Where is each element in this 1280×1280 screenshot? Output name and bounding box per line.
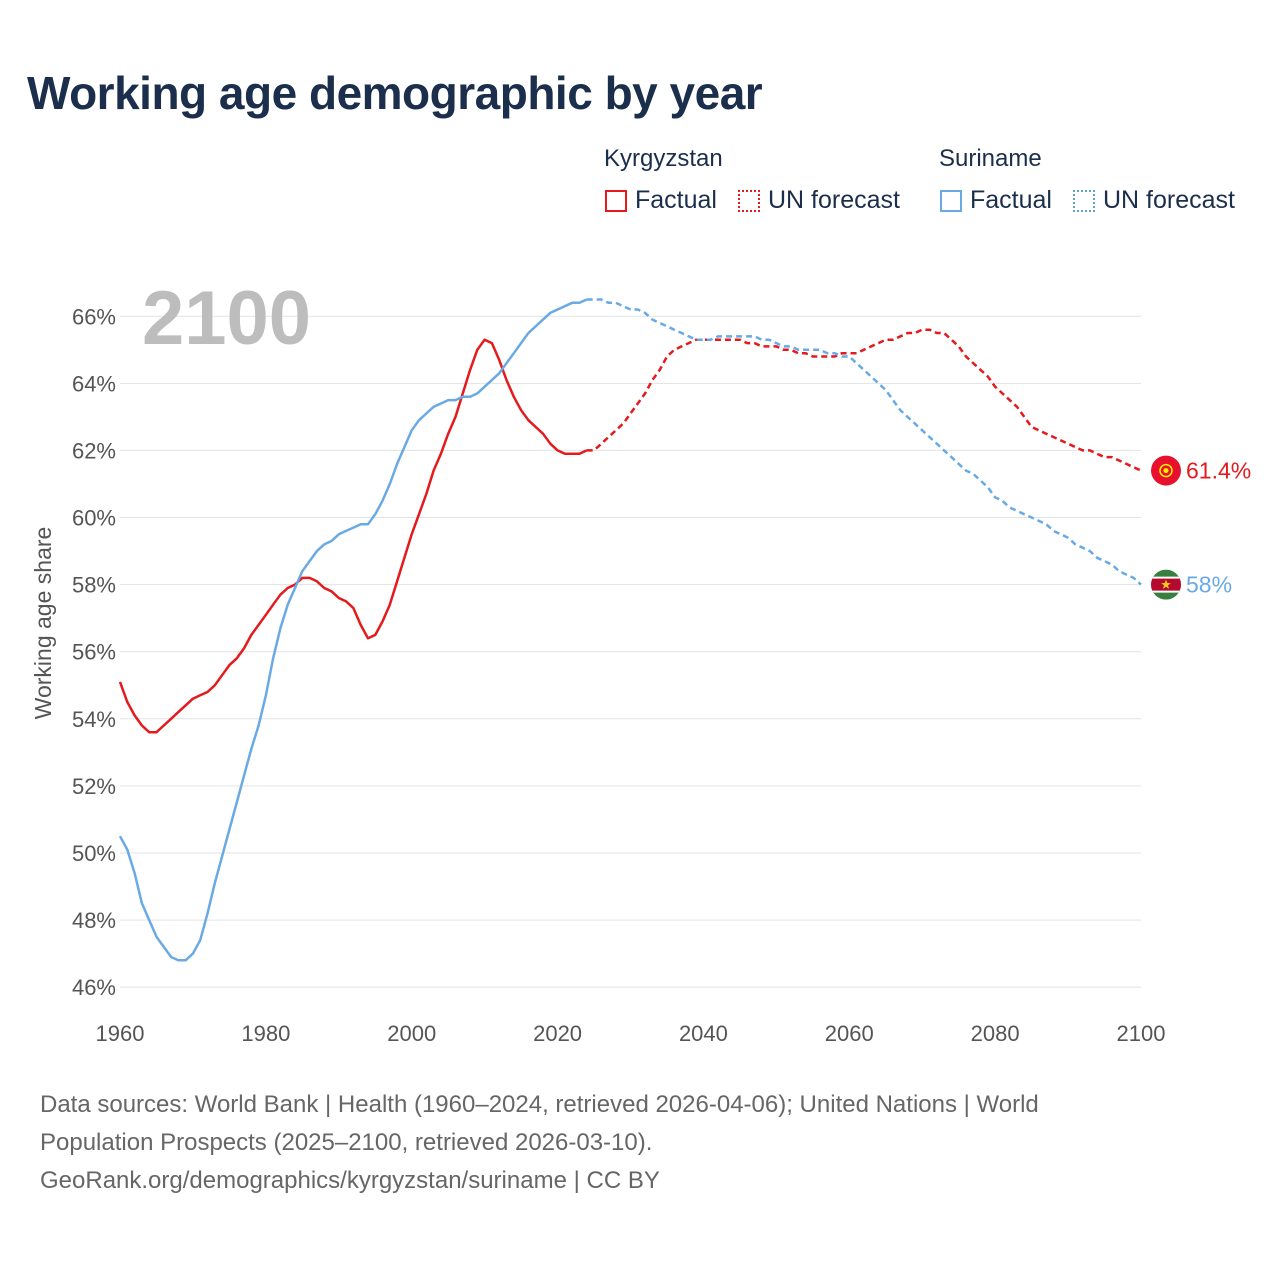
x-tick-label: 1960: [96, 1021, 145, 1046]
x-tick-label: 2080: [971, 1021, 1020, 1046]
y-tick-label: 46%: [72, 975, 116, 1000]
legend-group-kyrgyzstan: Kyrgyzstan: [604, 145, 723, 172]
footer-line-2: Population Prospects (2025–2100, retriev…: [40, 1129, 653, 1156]
footer-line-3[interactable]: GeoRank.org/demographics/kyrgyzstan/suri…: [40, 1167, 660, 1194]
chart-title: Working age demographic by year: [27, 67, 763, 119]
legend-suriname-forecast[interactable]: UN forecast: [1073, 186, 1235, 215]
suriname-flag-icon: [1151, 569, 1181, 600]
y-axis-ticks: 46% 48% 50% 52% 54% 56% 58% 60% 62% 64% 66%: [72, 304, 116, 1000]
flag-sun-core: [1163, 468, 1169, 474]
suriname-end-value-label: 58%: [1186, 572, 1232, 598]
legend-label: UN forecast: [1103, 186, 1235, 214]
x-tick-label: 2060: [825, 1021, 874, 1046]
suriname-factual-line: [118, 298, 588, 962]
y-axis-label: Working age share: [30, 527, 56, 720]
y-tick-label: 52%: [72, 774, 116, 799]
y-tick-label: 60%: [72, 506, 116, 531]
x-tick-label: 2040: [679, 1021, 728, 1046]
x-tick-label: 2100: [1117, 1021, 1166, 1046]
flag-star: [1161, 579, 1171, 589]
legend-suriname-factual[interactable]: Factual: [940, 186, 1052, 215]
x-axis-ticks: 1960 1980 2000 2020 2040 2060 2080 2100: [96, 1021, 1166, 1046]
y-tick-label: 48%: [72, 908, 116, 933]
flag-sun: [1159, 463, 1173, 478]
year-watermark: 2100: [142, 276, 311, 361]
kyrgyzstan-forecast-line: [586, 328, 1142, 472]
legend-label: Factual: [635, 186, 717, 214]
flag-stripes: [1151, 569, 1181, 600]
kyrgyzstan-end-value-label: 61.4%: [1186, 458, 1251, 484]
y-tick-label: 58%: [72, 573, 116, 598]
x-tick-label: 2020: [533, 1021, 582, 1046]
legend-swatch-solid-red: [605, 189, 627, 212]
x-tick-label: 1980: [241, 1021, 290, 1046]
legend-kyrgyzstan-factual[interactable]: Factual: [605, 186, 717, 215]
y-tick-label: 62%: [72, 438, 116, 463]
footer-line-1: Data sources: World Bank | Health (1960–…: [40, 1091, 1039, 1118]
kyrgyzstan-flag-icon: [1151, 455, 1181, 486]
series-lines: [118, 298, 1142, 962]
legend-kyrgyzstan-forecast[interactable]: UN forecast: [738, 186, 900, 215]
y-tick-label: 64%: [72, 371, 116, 396]
legend-swatch-dotted-blue: [1073, 189, 1095, 212]
line-chart: 46%48%50%52%54%56%58%60%62%64%66% 1960 19…: [30, 276, 1251, 1046]
y-tick-label: 56%: [72, 640, 116, 665]
gridlines: [120, 315, 1141, 988]
y-tick-label: 54%: [72, 707, 116, 732]
y-tick-label: 66%: [72, 304, 116, 329]
legend-swatch-solid-blue: [940, 189, 962, 212]
legend-group-suriname: Suriname: [939, 145, 1042, 172]
footer-sources: Data sources: World Bank | Health (1960–…: [40, 1086, 1240, 1200]
legend-swatch-dotted-red: [738, 189, 760, 212]
y-tick-label: 50%: [72, 841, 116, 866]
x-tick-label: 2000: [387, 1021, 436, 1046]
legend-label: UN forecast: [768, 186, 900, 214]
suriname-forecast-line: [586, 298, 1142, 586]
end-markers: 61.4% 58%: [1151, 455, 1251, 600]
legend-label: Factual: [970, 186, 1052, 214]
kyrgyzstan-factual-line: [118, 338, 588, 734]
